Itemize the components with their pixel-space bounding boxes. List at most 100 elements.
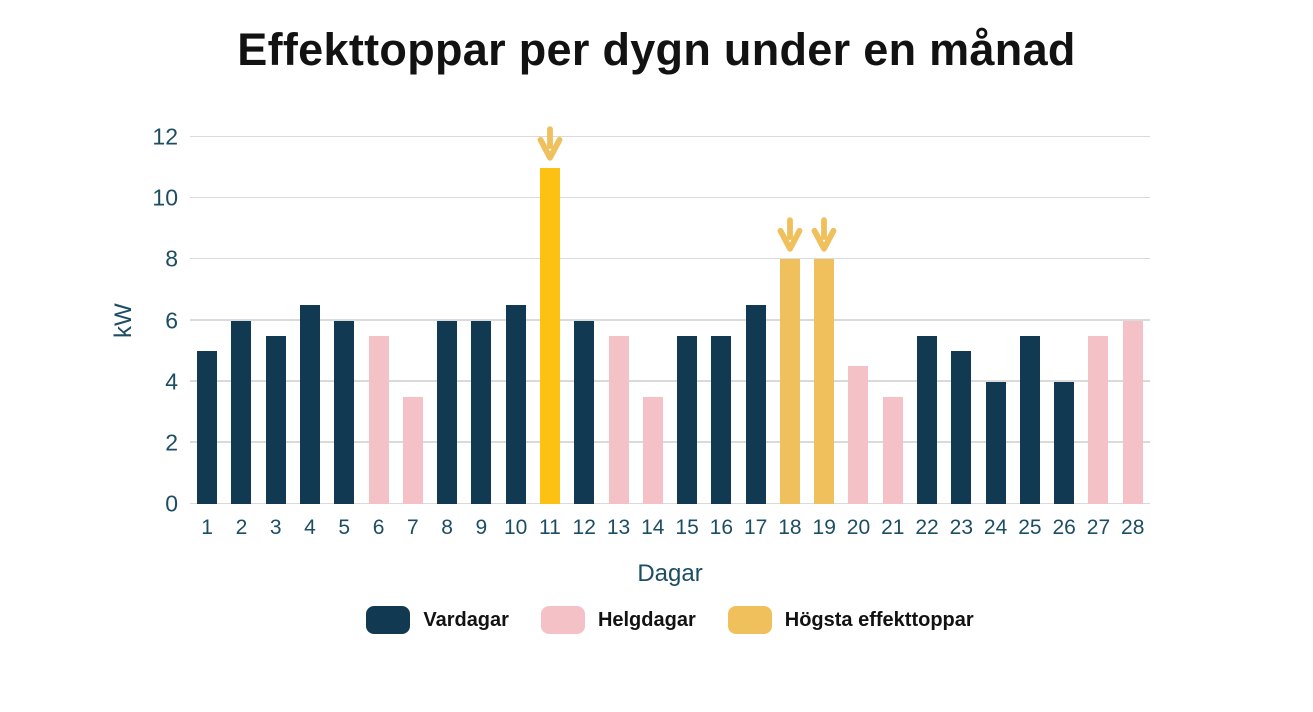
bar-slot-day-10 <box>499 137 533 504</box>
legend-swatch-hogsta <box>727 606 772 634</box>
bar-slot-day-26 <box>1047 137 1081 504</box>
bar-slot-day-3 <box>259 137 293 504</box>
gridline-6 <box>190 319 1150 321</box>
legend-swatch-helgdagar <box>540 606 585 634</box>
bar-day-1 <box>197 351 218 504</box>
bar-day-27 <box>1088 335 1109 504</box>
bar-day-14 <box>642 396 663 504</box>
x-axis-label: Dagar <box>637 560 703 587</box>
gridline-12 <box>190 135 1150 137</box>
gridline-0 <box>190 502 1150 504</box>
bar-slot-day-1 <box>190 137 224 504</box>
bar-day-24 <box>985 381 1006 504</box>
bar-slot-day-14 <box>636 137 670 504</box>
legend-label-vardagar: Vardagar <box>423 608 509 631</box>
bar-day-15 <box>677 335 698 504</box>
plot-area <box>190 125 1150 504</box>
bar-slot-day-18 <box>773 137 807 504</box>
legend: Vardagar Helgdagar Högsta effekttoppar <box>190 606 1150 634</box>
bar-slot-day-21 <box>876 137 910 504</box>
bar-slot-day-25 <box>1013 137 1047 504</box>
bar-day-19 <box>814 259 835 504</box>
y-tick-label-8: 8 <box>165 245 178 272</box>
gridline-8 <box>190 257 1150 260</box>
bar-day-10 <box>505 305 526 504</box>
bar-day-21 <box>882 396 903 504</box>
x-tick-label-19: 19 <box>812 516 836 539</box>
bar-day-28 <box>1122 320 1143 504</box>
bar-day-12 <box>574 320 595 504</box>
x-tick-label-10: 10 <box>503 516 528 539</box>
bar-slot-day-19 <box>807 137 841 504</box>
x-tick-label-22: 22 <box>915 516 939 539</box>
x-tick-label-5: 5 <box>338 516 351 539</box>
x-tick-label-15: 15 <box>675 516 699 539</box>
x-tick-label-24: 24 <box>983 516 1008 539</box>
x-tick-label-14: 14 <box>641 516 665 539</box>
legend-item-helgdagar: Helgdagar <box>540 606 696 634</box>
bar-day-17 <box>745 305 766 504</box>
bar-slot-day-6 <box>361 137 395 504</box>
x-tick-label-21: 21 <box>881 516 905 539</box>
bar-slot-day-27 <box>1081 137 1115 504</box>
legend-item-hogsta: Högsta effekttoppar <box>727 606 974 634</box>
bar-slot-day-2 <box>224 137 258 504</box>
y-tick-label-4: 4 <box>165 368 178 395</box>
bar-day-16 <box>711 335 732 504</box>
bar-slot-day-7 <box>396 137 430 504</box>
bar-day-2 <box>231 320 252 504</box>
bar-series <box>190 125 1150 504</box>
bar-day-13 <box>608 335 629 504</box>
bar-slot-day-17 <box>739 137 773 504</box>
bar-day-22 <box>917 335 938 504</box>
bar-day-3 <box>265 335 286 504</box>
bar-day-8 <box>437 320 458 504</box>
y-axis-ticks: 0 2 4 6 8 10 12 <box>98 125 178 515</box>
bar-day-7 <box>402 396 423 504</box>
x-tick-label-11: 11 <box>539 516 561 539</box>
x-tick-label-3: 3 <box>269 516 282 539</box>
bar-slot-day-20 <box>841 137 875 504</box>
y-tick-label-0: 0 <box>165 490 178 517</box>
bar-slot-day-28 <box>1116 137 1150 504</box>
bar-day-20 <box>848 366 869 504</box>
bar-slot-day-8 <box>430 137 464 504</box>
bar-slot-day-11 <box>533 125 567 504</box>
bar-slot-day-15 <box>670 137 704 504</box>
x-tick-label-23: 23 <box>949 516 973 539</box>
bar-day-4 <box>299 305 320 504</box>
x-tick-label-16: 16 <box>709 516 734 539</box>
bar-day-25 <box>1019 335 1040 504</box>
x-tick-label-7: 7 <box>406 516 419 539</box>
bar-day-5 <box>334 320 355 504</box>
x-tick-label-20: 20 <box>846 516 871 539</box>
down-arrow-icon <box>777 217 803 253</box>
bar-slot-day-12 <box>567 137 601 504</box>
x-tick-label-2: 2 <box>235 516 248 539</box>
bar-day-11 <box>539 167 560 504</box>
x-tick-label-26: 26 <box>1052 516 1076 539</box>
bar-day-18 <box>779 259 800 504</box>
bar-slot-day-5 <box>327 137 361 504</box>
y-tick-label-10: 10 <box>152 184 178 211</box>
bar-day-6 <box>368 335 389 504</box>
x-tick-label-18: 18 <box>778 516 802 539</box>
bar-slot-day-9 <box>464 137 498 504</box>
down-arrow-icon <box>537 125 563 161</box>
chart-title: Effekttoppar per dygn under en månad <box>237 24 1076 75</box>
bar-day-23 <box>951 351 972 504</box>
gridline-10 <box>190 196 1150 199</box>
bar-day-9 <box>471 320 492 504</box>
legend-label-hogsta: Högsta effekttoppar <box>784 608 974 631</box>
down-arrow-icon <box>811 217 837 253</box>
bar-slot-day-23 <box>944 137 978 504</box>
y-tick-label-12: 12 <box>152 123 178 150</box>
x-tick-label-8: 8 <box>441 516 453 539</box>
legend-label-helgdagar: Helgdagar <box>597 608 696 631</box>
x-axis-ticks: 1 2 3 4 5 6 7 8 9 10 11 12 13 14 15 16 17 18 19 20 21 22 23 24 2… <box>190 516 1150 540</box>
x-tick-label-13: 13 <box>606 516 631 539</box>
gridline-2 <box>190 441 1150 443</box>
bar-slot-day-16 <box>704 137 738 504</box>
x-tick-label-1: 1 <box>201 516 213 539</box>
